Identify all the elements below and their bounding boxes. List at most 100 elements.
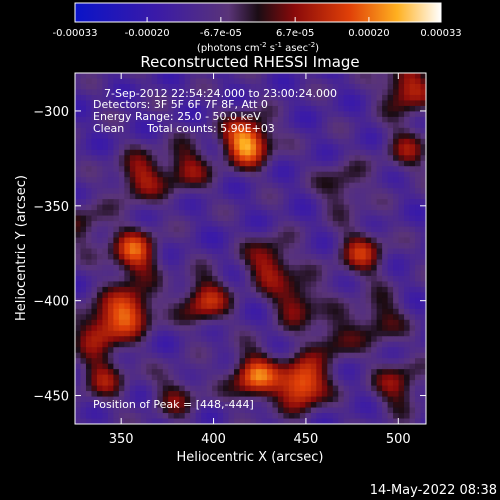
heatmap-cell [393,215,399,222]
heatmap-cell [294,407,301,414]
heatmap-cell [250,94,257,101]
heatmap-cell [393,385,399,392]
heatmap-cell [294,363,301,370]
heatmap-cell [212,270,218,277]
heatmap-cell [261,144,268,151]
heatmap-cell [239,193,246,200]
heatmap-cell [80,248,87,255]
heatmap-cell [239,144,246,151]
heatmap-cell [277,363,284,370]
heatmap-cell [162,303,169,310]
heatmap-cell [288,193,295,200]
heatmap-cell [305,413,312,419]
heatmap-cell [288,94,295,101]
heatmap-cell [272,171,279,178]
heatmap-cell [162,188,169,195]
heatmap-cell [393,286,399,293]
heatmap-cell [85,122,92,129]
heatmap-cell [327,193,334,200]
heatmap-cell [321,204,328,211]
heatmap-cell [398,243,405,249]
heatmap-cell [354,193,361,200]
heatmap-cell [266,182,273,189]
heatmap-cell [255,259,262,266]
heatmap-cell [107,314,114,321]
heatmap-cell [305,155,312,162]
heatmap-cell [179,253,186,260]
heatmap-cell [162,396,169,403]
heatmap-cell [360,248,367,255]
heatmap-cell [321,73,328,79]
heatmap-cell [360,308,367,315]
heatmap-cell [201,177,208,184]
heatmap-cell [338,325,345,332]
heatmap-cell [206,297,213,304]
heatmap-cell [332,122,339,129]
heatmap-cell [404,369,410,376]
heatmap-cell [140,221,147,227]
heatmap-cell [404,105,410,112]
heatmap-cell [245,275,251,282]
heatmap-cell [420,385,426,392]
heatmap-cell [96,325,103,332]
heatmap-cell [184,232,191,238]
heatmap-cell [245,341,251,348]
heatmap-cell [376,407,383,414]
heatmap-cell [382,182,389,189]
heatmap-cell [321,122,328,129]
heatmap-cell [332,259,339,266]
heatmap-cell [239,237,246,244]
heatmap-cell [85,352,92,359]
heatmap-cell [107,264,114,271]
heatmap-cell [365,122,372,129]
heatmap-cell [360,325,367,332]
heatmap-cell [75,270,81,277]
heatmap-cell [239,418,246,424]
heatmap-cell [299,94,306,101]
heatmap-cell [113,144,120,151]
heatmap-cell [168,314,175,321]
heatmap-cell [118,303,125,310]
heatmap-cell [349,330,356,337]
heatmap-cell [162,358,169,365]
heatmap-cell [299,133,306,140]
heatmap-cell [85,215,92,222]
heatmap-cell [415,226,421,233]
heatmap-cell [338,358,345,365]
heatmap-cell [113,385,120,392]
heatmap-cell [85,160,92,167]
heatmap-cell [184,413,191,419]
heatmap-cell [113,248,120,255]
heatmap-cell [190,319,197,326]
heatmap-cell [409,325,416,332]
heatmap-cell [151,122,158,129]
heatmap-cell [404,210,410,216]
heatmap-cell [420,259,426,266]
heatmap-cell [305,396,312,403]
heatmap-cell [305,325,312,332]
heatmap-cell [261,215,268,222]
heatmap-cell [135,253,142,260]
heatmap-cell [283,138,290,145]
heatmap-cell [80,73,87,79]
heatmap-cell [415,232,421,238]
heatmap-cell [354,374,361,381]
heatmap-cell [420,253,426,260]
heatmap-cell [91,133,98,140]
heatmap-cell [129,73,136,79]
heatmap-cell [338,83,345,90]
heatmap-cell [321,314,328,321]
heatmap-cell [420,363,426,370]
heatmap-cell [102,418,109,424]
heatmap-cell [157,133,164,140]
heatmap-cell [151,253,158,260]
heatmap-cell [184,396,191,403]
heatmap-cell [228,111,235,118]
heatmap-cell [135,341,142,348]
heatmap-cell [124,292,131,299]
heatmap-cell [190,78,197,85]
heatmap-cell [140,232,147,238]
heatmap-cell [146,308,153,315]
heatmap-cell [124,264,131,271]
heatmap-cell [404,94,410,101]
